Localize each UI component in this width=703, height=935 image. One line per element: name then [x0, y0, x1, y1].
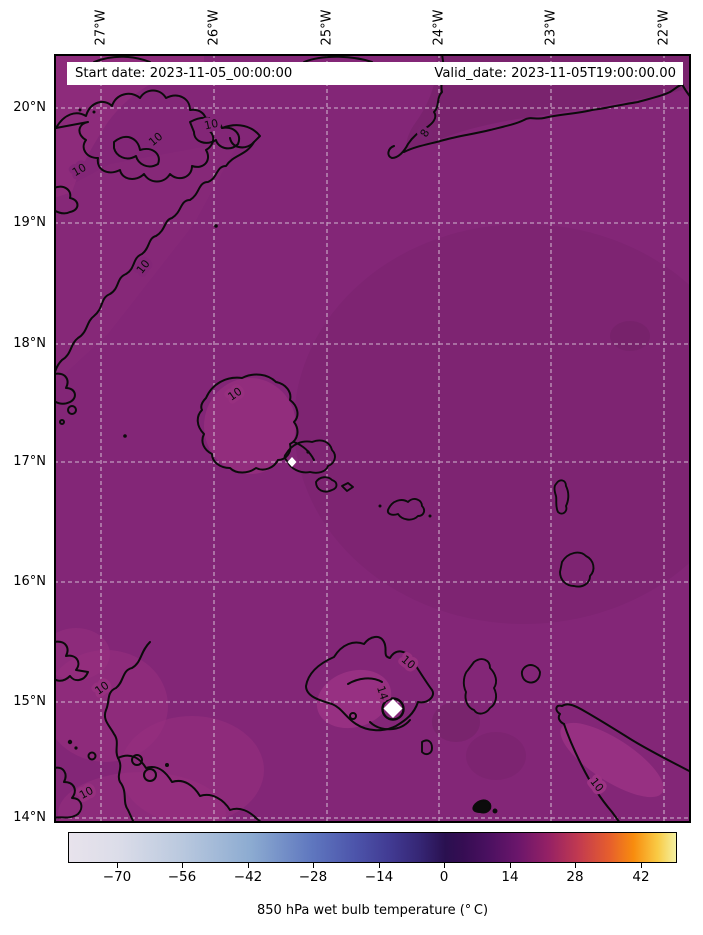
- colorbar-title: 850 hPa wet bulb temperature (° C): [256, 903, 489, 918]
- colorbar-tick-label: 0: [439, 869, 449, 885]
- colorbar-tick-label: −28: [298, 869, 328, 885]
- y-tick-label: 20°N: [13, 100, 46, 115]
- start-date-label: Start date: 2023-11-05_00:00:00: [75, 66, 293, 81]
- island-fogo: [381, 697, 405, 721]
- y-tick-label: 18°N: [13, 336, 46, 351]
- x-tick-label: 23°W: [543, 9, 559, 45]
- island-coastlines: [283, 439, 595, 814]
- colorbar-gradient: [69, 833, 676, 862]
- colorbar-tick-label: 28: [566, 869, 584, 885]
- islet: [472, 799, 492, 814]
- field-shading: [54, 54, 691, 823]
- valid-date-label: Valid_date: 2023-11-05T19:00:00.00: [434, 66, 676, 81]
- gridlines: [54, 54, 691, 823]
- island-santiago: [462, 658, 498, 715]
- x-tick-label: 26°W: [206, 9, 222, 45]
- colorbar-tick-label: 14: [501, 869, 519, 885]
- island-brava: [421, 739, 433, 756]
- map-canvas: 10 10 10 8 10 10 14 10 10 10 10: [54, 54, 691, 823]
- colorbar-ticks: [68, 863, 677, 869]
- y-tick-label: 14°N: [13, 810, 46, 825]
- island-santa-luzia: [341, 482, 354, 492]
- island-sal: [553, 479, 570, 515]
- x-tick-label: 22°W: [656, 9, 672, 45]
- island-maio: [520, 664, 541, 684]
- colorbar-tick-label: −14: [364, 869, 394, 885]
- island-boa-vista: [559, 551, 595, 588]
- y-tick-label: 17°N: [13, 454, 46, 469]
- map-plot: 10 10 10 8 10 10 14 10 10 10 10 Star: [54, 54, 691, 823]
- colorbar-tick-label: −42: [233, 869, 263, 885]
- colorbar: [68, 832, 677, 863]
- y-tick-label: 19°N: [13, 215, 46, 230]
- map-border: [54, 54, 691, 823]
- x-tick-label: 27°W: [93, 9, 109, 45]
- colorbar-tick-label: −70: [102, 869, 132, 885]
- marker-group: [287, 457, 403, 718]
- date-banner: Start date: 2023-11-05_00:00:00 Valid_da…: [67, 62, 683, 85]
- y-tick-label: 16°N: [13, 574, 46, 589]
- x-tick-label: 24°W: [431, 9, 447, 45]
- contour-label: 10: [203, 117, 219, 133]
- x-tick-label: 25°W: [319, 9, 335, 45]
- y-tick-label: 15°N: [13, 694, 46, 709]
- colorbar-tick-labels: −70 −56 −42 −28 −14 0 14 28 42: [68, 869, 677, 885]
- marker-diamond-santo-antao: [287, 457, 297, 467]
- temperature-contours: [54, 54, 691, 823]
- colorbar-tick-label: −56: [167, 869, 197, 885]
- island-sao-vicente: [315, 476, 338, 493]
- contour-specks: [67, 108, 432, 767]
- island-sao-nicolau: [386, 498, 426, 521]
- marker-diamond-fogo: [383, 699, 403, 718]
- colorbar-tick-label: 42: [632, 869, 650, 885]
